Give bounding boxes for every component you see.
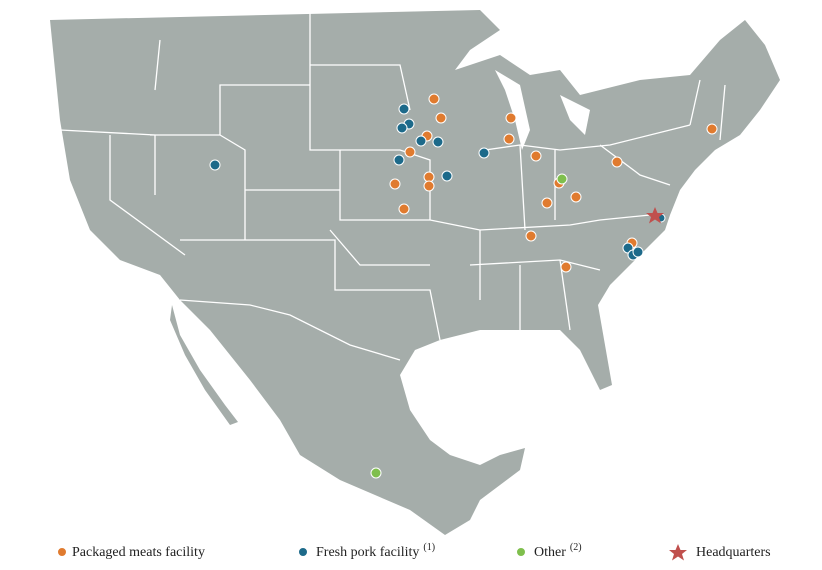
headquarters-marker [646, 207, 664, 224]
other-markers [370, 173, 568, 479]
legend-label: Headquarters [696, 545, 771, 560]
legend-label: Other [534, 545, 566, 560]
legend-label: Packaged meats facility [72, 545, 205, 560]
water [495, 70, 530, 150]
footnote-ref: (1) [423, 542, 435, 553]
land [50, 10, 780, 535]
legend-label: Other (2) [534, 542, 582, 560]
legend-swatch [57, 547, 67, 557]
footnote-ref: (2) [570, 542, 582, 553]
fresh-pork-markers [209, 103, 666, 261]
legend: Packaged meats facility Fresh pork facil… [57, 542, 771, 561]
legend-swatch [669, 544, 687, 561]
water [560, 95, 590, 135]
water [170, 300, 250, 425]
legend-label: Fresh pork facility (1) [316, 542, 435, 560]
legend-label: Fresh pork facility [316, 545, 419, 560]
legend-swatch [298, 547, 308, 557]
legend-swatch [516, 547, 526, 557]
